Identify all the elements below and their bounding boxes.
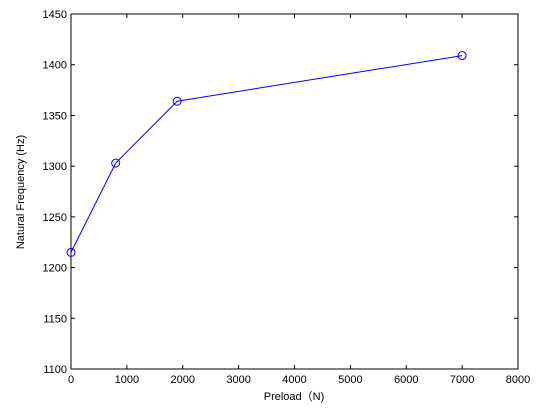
series-layer xyxy=(66,51,467,257)
y-axis-label: Natural Frequency (Hz) xyxy=(15,135,27,249)
y-tick-label: 1450 xyxy=(43,9,67,21)
x-tick-label: 1000 xyxy=(115,374,139,386)
y-tick-label: 1200 xyxy=(43,263,67,275)
series-line xyxy=(70,55,463,253)
y-tick-label: 1250 xyxy=(43,212,67,224)
x-tick-label: 2000 xyxy=(171,374,195,386)
x-tick-label: 7000 xyxy=(450,374,474,386)
plot-area xyxy=(70,13,519,370)
x-axis-ticks: 0 1000 2000 3000 4000 5000 6000 7000 8000 xyxy=(68,14,530,386)
y-tick-label: 1400 xyxy=(43,60,67,72)
data-point-marker xyxy=(457,51,467,61)
x-tick-label: 8000 xyxy=(506,374,530,386)
x-tick-label: 3000 xyxy=(226,374,250,386)
y-axis-ticks: 1100 1150 1200 1250 1300 1350 1400 1450 xyxy=(43,9,518,376)
data-point-marker xyxy=(66,247,76,257)
y-tick-label: 1150 xyxy=(43,313,67,325)
data-point-marker xyxy=(172,96,182,106)
x-tick-label: 0 xyxy=(68,374,74,386)
y-tick-label: 1100 xyxy=(43,364,67,376)
x-axis-label: Preload（N) xyxy=(264,390,325,403)
x-tick-label: 5000 xyxy=(338,374,362,386)
y-tick-label: 1350 xyxy=(43,110,67,122)
y-tick-label: 1300 xyxy=(43,161,67,173)
x-tick-label: 6000 xyxy=(394,374,418,386)
x-tick-label: 4000 xyxy=(282,374,306,386)
data-point-marker xyxy=(111,158,121,168)
